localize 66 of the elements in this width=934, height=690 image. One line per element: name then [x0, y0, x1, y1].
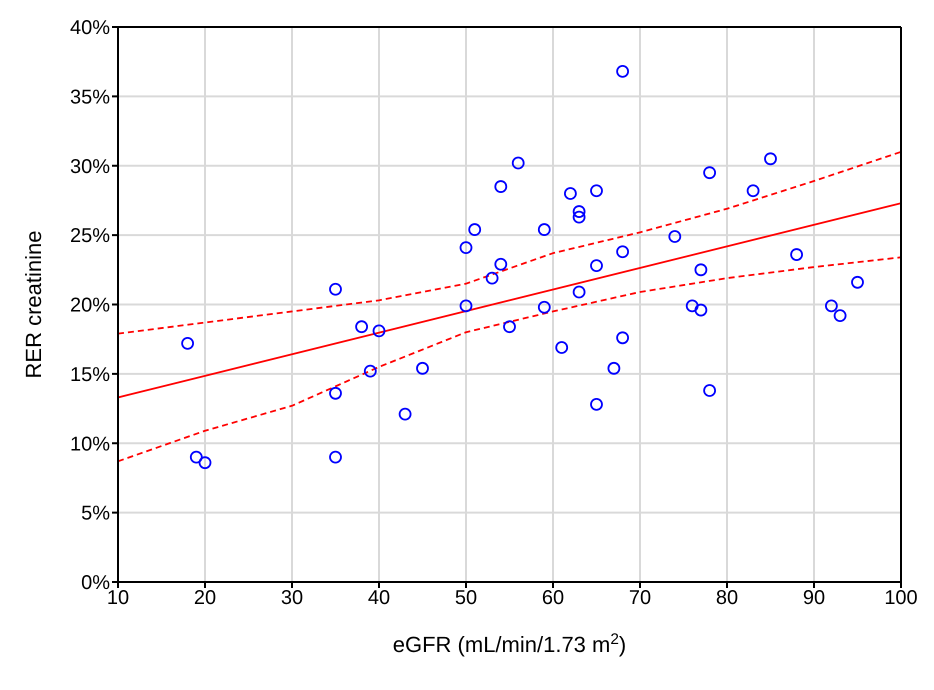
point [590, 259, 603, 272]
point [355, 320, 368, 334]
point [590, 184, 603, 198]
point [190, 450, 203, 464]
y-tick-label: 5% [81, 502, 110, 525]
point [494, 180, 508, 193]
point [746, 184, 760, 198]
point [616, 331, 629, 344]
point [329, 386, 342, 400]
point [329, 282, 342, 296]
point [572, 210, 586, 224]
point [590, 398, 603, 411]
point [572, 205, 586, 218]
y-axis-title: RER creatinine [20, 230, 46, 378]
point [790, 248, 803, 261]
point [538, 223, 551, 236]
point [486, 272, 498, 285]
point [416, 362, 429, 375]
x-axis-title: eGFR (mL/min/1.73 m$^{2}$) [392, 630, 626, 657]
point [364, 364, 377, 378]
x-tick-label: 30 [280, 587, 304, 610]
x-tick-label: 40 [368, 587, 390, 610]
point [468, 223, 482, 236]
point [329, 450, 342, 464]
point [460, 299, 472, 312]
x-tick-label: 80 [716, 587, 738, 610]
point [503, 320, 516, 334]
y-tick-label: 30% [70, 156, 110, 178]
y-tick-label: 25% [70, 225, 110, 248]
point [764, 152, 777, 166]
point [616, 245, 629, 258]
point [494, 258, 508, 271]
point [694, 263, 708, 276]
point [851, 276, 864, 289]
point [834, 309, 846, 322]
line-series [118, 150, 901, 335]
point [198, 456, 212, 470]
point [372, 324, 386, 338]
point [703, 384, 716, 397]
point [555, 341, 568, 354]
point [703, 166, 716, 180]
line-series [118, 256, 901, 462]
y-tick-label: 15% [70, 364, 110, 386]
point [825, 299, 838, 312]
point [512, 156, 525, 170]
point [181, 336, 194, 350]
y-tick-label: 20% [70, 294, 110, 317]
point [686, 299, 699, 312]
point [398, 408, 412, 421]
x-tick-label: 20 [194, 587, 216, 610]
point [460, 241, 472, 254]
x-tick-label: 100 [884, 587, 918, 610]
x-tick-label: 70 [628, 587, 652, 610]
point [668, 230, 682, 243]
point [572, 286, 586, 298]
point [616, 65, 629, 78]
point [608, 362, 620, 375]
x-tick-label: 90 [802, 587, 826, 610]
x-tick-label: 60 [542, 587, 564, 610]
point [538, 300, 551, 314]
point [694, 304, 708, 316]
y-tick-label: 40% [70, 17, 110, 40]
x-tick-label: 50 [454, 587, 478, 610]
y-tick-label: 35% [70, 86, 110, 108]
point [564, 187, 577, 200]
y-tick-label: 10% [70, 433, 110, 456]
